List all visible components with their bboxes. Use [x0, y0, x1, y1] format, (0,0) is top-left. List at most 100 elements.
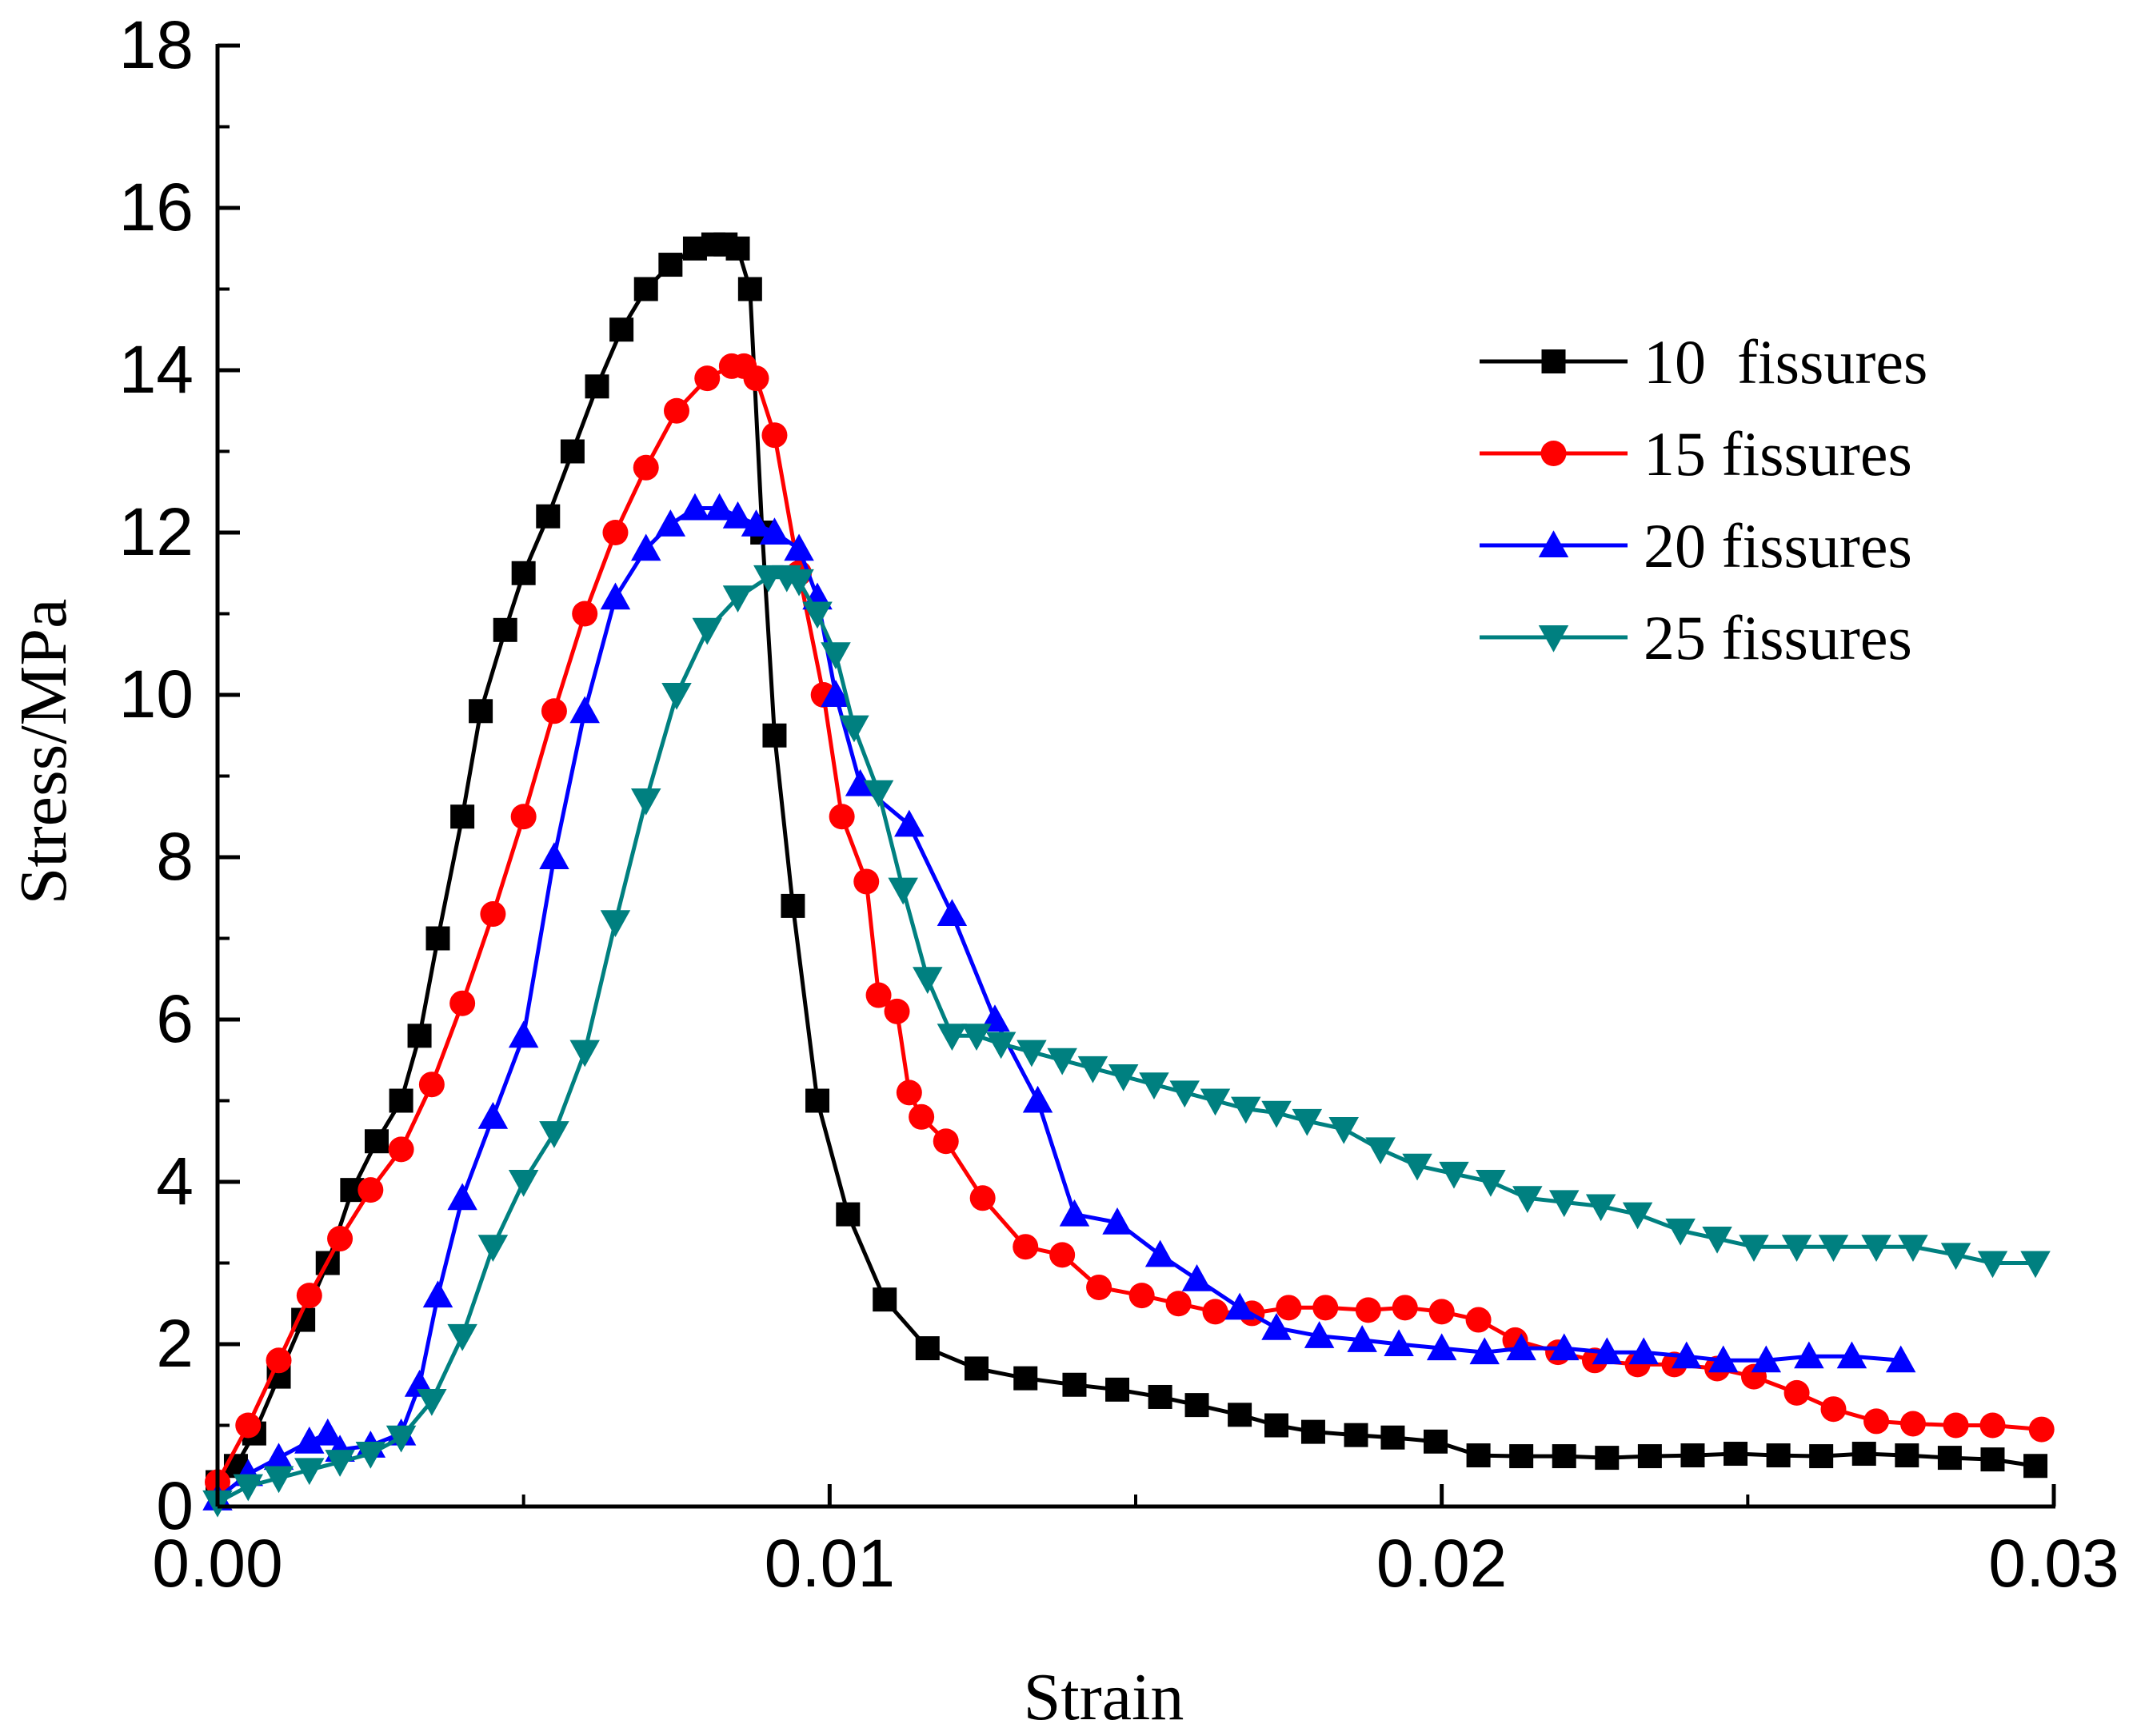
data-point	[1809, 1444, 1834, 1469]
data-point	[539, 1121, 569, 1148]
data-point	[388, 1136, 414, 1163]
data-point	[865, 982, 892, 1008]
data-point	[1013, 1366, 1038, 1391]
data-point	[407, 1024, 432, 1048]
data-point	[759, 517, 790, 545]
data-point	[364, 1129, 389, 1154]
data-point	[1724, 1442, 1748, 1467]
data-point	[1165, 1291, 1192, 1317]
data-point	[536, 504, 561, 529]
x-tick-label: 0.03	[1988, 1526, 2119, 1601]
data-point	[1818, 1235, 1849, 1262]
legend: 10 fissures 15 fissures 20 fissures 25 fiss…	[1480, 327, 1927, 672]
data-point	[609, 317, 634, 342]
axes	[215, 43, 2056, 1509]
data-point	[1794, 1341, 1824, 1369]
data-point	[508, 1170, 539, 1197]
data-point	[1426, 1333, 1457, 1361]
data-point	[2023, 1454, 2048, 1479]
data-point	[821, 642, 851, 669]
data-point	[845, 768, 876, 796]
legend-marker	[1538, 625, 1569, 652]
data-point	[1637, 1444, 1662, 1469]
data-point	[821, 680, 851, 707]
data-point	[1200, 1088, 1231, 1116]
data-point	[1017, 1040, 1047, 1068]
data-point	[829, 804, 855, 830]
data-point	[1506, 1333, 1536, 1361]
data-point	[1276, 1295, 1302, 1321]
data-point	[1465, 1307, 1492, 1333]
x-tick-label: 0.00	[152, 1526, 283, 1601]
data-point	[425, 926, 450, 951]
data-point	[1595, 1446, 1620, 1471]
data-point	[449, 990, 476, 1016]
data-point	[1184, 1393, 1209, 1418]
data-point	[1424, 1429, 1448, 1454]
data-point	[2020, 1251, 2051, 1279]
data-point	[694, 365, 721, 392]
data-point	[884, 998, 910, 1024]
x-axis-title: Strain	[1024, 1660, 1184, 1734]
data-point	[1013, 1234, 1039, 1260]
data-point	[1783, 1379, 1810, 1406]
data-point	[294, 1427, 325, 1454]
data-point	[600, 910, 631, 937]
data-point	[1895, 1443, 1919, 1468]
data-point	[680, 493, 710, 521]
data-point	[961, 1024, 992, 1052]
data-point	[1059, 1199, 1090, 1227]
data-point	[1979, 1412, 2006, 1439]
series-1	[206, 232, 2048, 1495]
data-point	[853, 868, 880, 895]
data-point	[661, 683, 692, 710]
data-point	[296, 1283, 322, 1309]
data-point	[569, 1040, 600, 1068]
data-point	[784, 569, 814, 597]
data-point	[1169, 1080, 1200, 1108]
data-point	[781, 893, 805, 918]
data-point	[1086, 1274, 1112, 1300]
data-point	[1108, 1064, 1139, 1091]
data-point	[1980, 1447, 2005, 1472]
data-point	[2028, 1416, 2055, 1443]
data-point	[894, 809, 925, 837]
x-tick-label: 0.02	[1376, 1526, 1508, 1601]
data-point	[469, 699, 493, 724]
data-point	[1861, 1235, 1891, 1262]
legend-label: 25 fissures	[1644, 603, 1912, 672]
data-point	[784, 533, 814, 561]
data-point	[725, 236, 750, 261]
data-point	[873, 1287, 897, 1312]
data-point	[1347, 1325, 1377, 1352]
y-tick-label: 10	[119, 656, 194, 732]
series-3	[202, 493, 1916, 1511]
data-point	[1392, 1295, 1418, 1321]
data-point	[1509, 1444, 1534, 1469]
legend-marker	[1541, 349, 1566, 373]
data-point	[1365, 1137, 1396, 1165]
data-point	[1708, 1345, 1739, 1373]
y-tick-label: 18	[119, 7, 194, 82]
data-point	[737, 277, 762, 301]
data-point	[1702, 1227, 1732, 1254]
data-point	[1102, 1207, 1132, 1235]
y-tick-label: 4	[156, 1143, 194, 1219]
data-point	[1863, 1408, 1890, 1435]
legend-item-3: 20 fissures	[1480, 511, 1912, 581]
data-point	[1022, 1085, 1053, 1113]
data-point	[389, 1088, 413, 1113]
data-point	[743, 365, 769, 392]
data-point	[1552, 1444, 1576, 1469]
legend-marker	[1538, 530, 1569, 557]
data-point	[1261, 1100, 1292, 1128]
data-point	[263, 1466, 294, 1494]
data-point	[355, 1442, 386, 1469]
data-point	[417, 1389, 447, 1416]
data-point	[1628, 1337, 1659, 1365]
data-point	[235, 1412, 262, 1439]
data-point	[630, 788, 661, 816]
data-point	[313, 1418, 343, 1446]
data-point	[263, 1443, 294, 1471]
